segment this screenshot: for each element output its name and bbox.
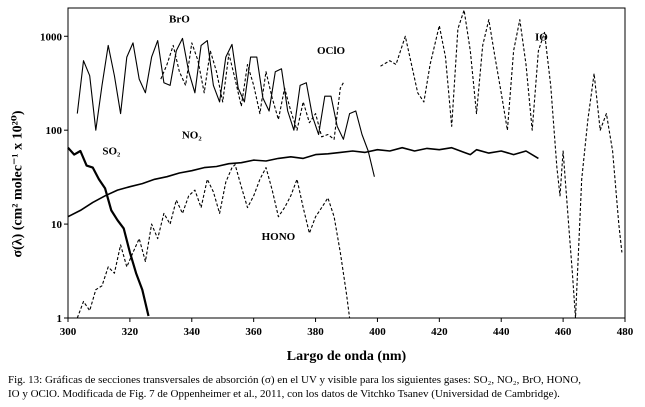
- series-line-no: [67, 146, 539, 218]
- series-line-io: [380, 9, 623, 319]
- series-line-so: [67, 146, 150, 317]
- y-axis-title-box: σ(λ) (cm² molec⁻¹ x 10²⁰): [6, 54, 30, 314]
- y-tick-label: 1: [57, 313, 63, 325]
- x-tick-label: 420: [431, 326, 448, 338]
- caption-line-2: IO y OClO. Modificada de Fig. 7 de Oppen…: [8, 388, 560, 400]
- x-tick-label: 480: [617, 326, 634, 338]
- x-tick-label: 300: [60, 326, 77, 338]
- series-label-hono: HONO: [262, 231, 296, 243]
- x-tick-label: 440: [493, 326, 510, 338]
- series-line-bro: [76, 37, 375, 177]
- x-tick-label: 360: [245, 326, 262, 338]
- absorption-chart: 300 320 340 360 380 400 420 440 460 480 1 10 100 1000…: [40, 7, 634, 364]
- series-line-hono: [76, 164, 351, 319]
- series-label-so: SO₂: [102, 146, 121, 158]
- x-tick-label: 320: [122, 326, 139, 338]
- caption-line-1: Fig. 13: Gráficas de secciones transvers…: [8, 374, 582, 386]
- x-tick-label: 340: [184, 326, 201, 338]
- plot-frame: [67, 7, 626, 319]
- y-axis-title: σ(λ) (cm² molec⁻¹ x 10²⁰): [10, 110, 26, 258]
- y-tick-label: 10: [51, 219, 63, 231]
- x-tick-label: 400: [369, 326, 386, 338]
- y-tick-label: 1000: [40, 31, 63, 43]
- x-tick-label: 380: [307, 326, 324, 338]
- y-tick-label: 100: [46, 125, 63, 137]
- figure-caption: Fig. 13: Gráficas de secciones transvers…: [8, 373, 638, 401]
- x-tick-label: 460: [555, 326, 572, 338]
- x-axis-title: Largo de onda (nm): [287, 349, 407, 364]
- series-label-bro: BrO: [169, 14, 190, 26]
- series-label-oclo: OClO: [317, 45, 346, 57]
- series-label-no: NO₂: [182, 129, 203, 141]
- series-line-oclo: [160, 42, 344, 140]
- series-label-io: IO: [535, 32, 548, 44]
